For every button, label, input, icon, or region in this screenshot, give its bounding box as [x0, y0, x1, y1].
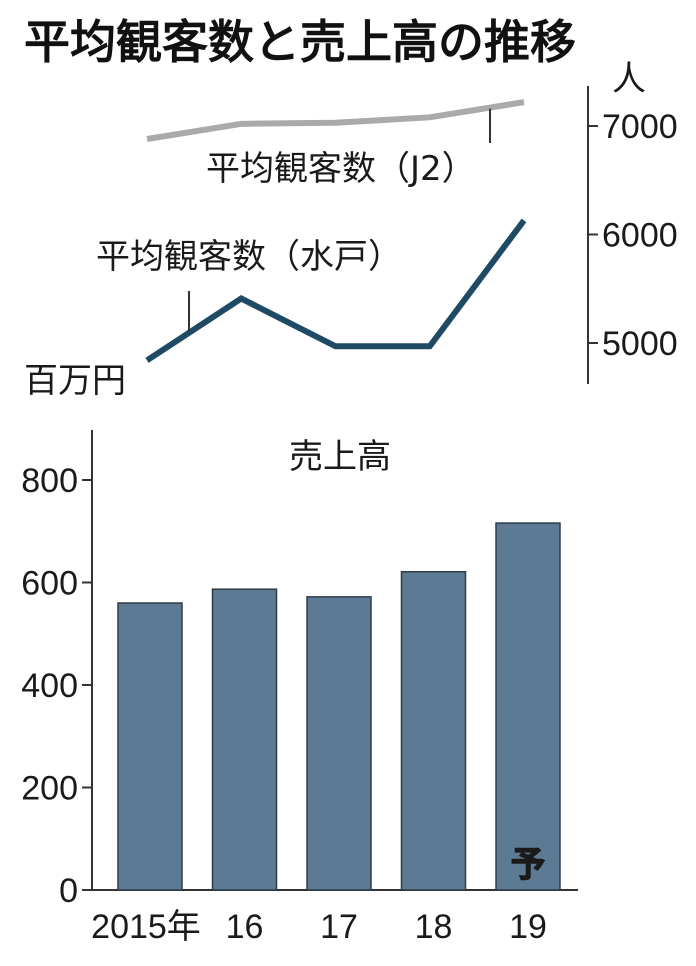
bar-chart-y-tick-label: 0 — [59, 872, 78, 910]
bar-chart-x-tick-label: 18 — [415, 908, 453, 946]
bar-chart-x-tick-label: 16 — [226, 908, 264, 946]
bar-chart-y-tick-label: 400 — [21, 667, 78, 705]
mito-attendance-line — [145, 218, 527, 363]
line-chart-y-tick-label: 6000 — [602, 217, 678, 255]
j2-series-label: 平均観客数（J2） — [206, 149, 476, 189]
bar-chart-x-tick-label: 2015年 — [91, 908, 201, 946]
line-chart-unit-label: 人 — [612, 59, 646, 99]
revenue-bar — [495, 522, 561, 891]
revenue-bar — [117, 602, 183, 891]
revenue-bar — [306, 596, 372, 891]
line-chart-y-tick-label: 7000 — [602, 108, 678, 146]
bar-chart-y-tick-label: 200 — [21, 770, 78, 808]
line-chart-y-tick-label: 5000 — [602, 325, 678, 363]
bar-chart-x-tick-label: 19 — [509, 908, 547, 946]
bar-chart-unit-label: 百万円 — [24, 361, 126, 401]
revenue-bar — [400, 570, 467, 891]
mito-series-label: 平均観客数（水戸） — [96, 237, 402, 277]
j2-attendance-line — [146, 99, 525, 142]
bar-chart-x-tick-label: 17 — [320, 908, 358, 946]
bar-chart-y-tick-label: 800 — [21, 462, 78, 500]
revenue-bar — [211, 588, 278, 891]
bar-chart-title: 売上高 — [289, 437, 391, 477]
forecast-annotation: 予 — [511, 845, 545, 885]
bar-chart-y-tick-label: 600 — [21, 565, 78, 603]
chart-title: 平均観客数と売上高の推移 — [24, 15, 576, 69]
